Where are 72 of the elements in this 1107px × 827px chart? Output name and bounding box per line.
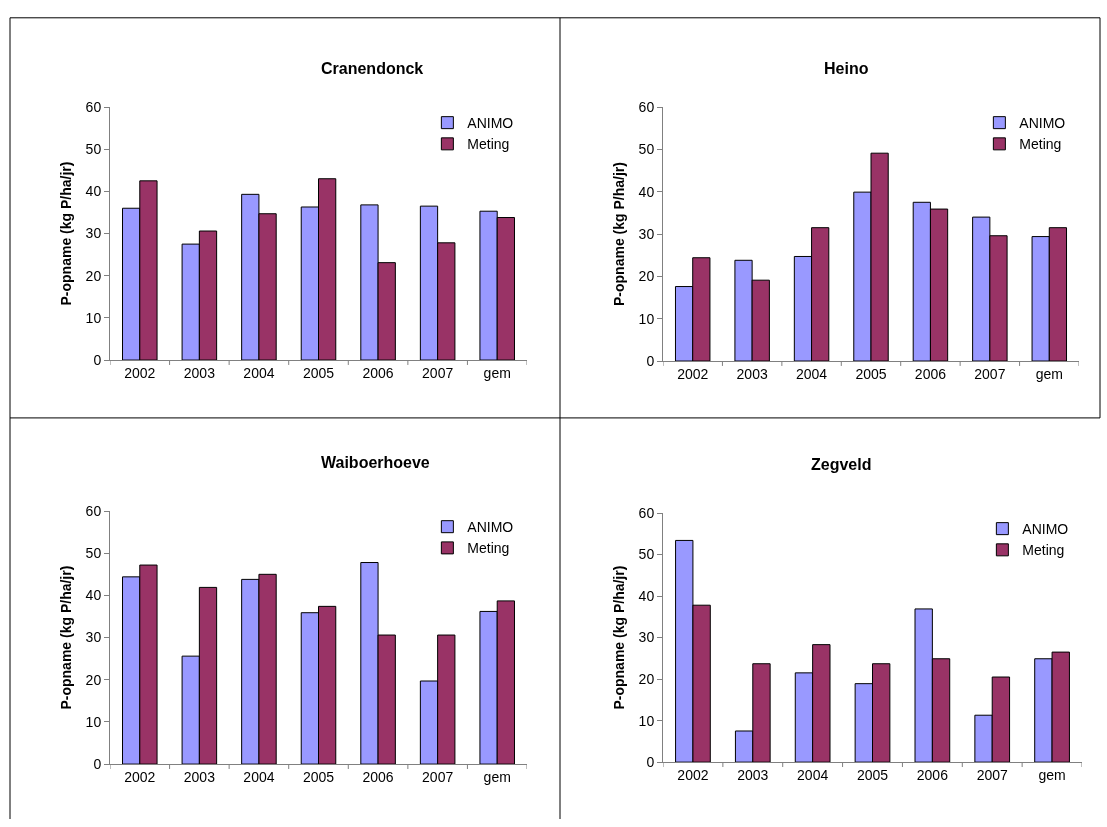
x-tick-label: 2006 — [362, 364, 394, 381]
y-axis-title: P-opname (kg P/ha/jr) — [58, 161, 75, 306]
x-tick-label: 2004 — [795, 365, 828, 382]
chart-title: Zegveld — [811, 456, 872, 473]
x-tick-label: 2003 — [183, 768, 216, 785]
x-tick-label: 2003 — [736, 365, 768, 382]
legend-label: ANIMO — [467, 519, 514, 536]
y-tick-label: 30 — [638, 225, 655, 242]
y-tick-label: 40 — [85, 587, 102, 604]
x-tick-label: gem — [1038, 766, 1066, 783]
x-tick-label: gem — [1035, 365, 1063, 382]
x-tick-label: 2007 — [422, 768, 454, 785]
x-tick-label: gem — [483, 364, 511, 381]
x-tick-label: 2007 — [976, 766, 1008, 783]
x-tick-label: 2005 — [302, 364, 335, 381]
chart-title: Waiboerhoeve — [321, 454, 430, 471]
x-tick-label: gem — [483, 768, 511, 785]
chart-title: Cranendonck — [321, 60, 424, 77]
y-tick-label: 20 — [85, 267, 102, 284]
y-tick-label: 60 — [85, 502, 102, 519]
y-tick-label: 50 — [85, 545, 102, 562]
y-tick-label: 30 — [85, 629, 102, 646]
x-tick-label: 2006 — [916, 766, 949, 783]
x-tick-label: 2005 — [302, 768, 335, 785]
x-tick-label: 2007 — [974, 365, 1006, 382]
y-tick-label: 60 — [638, 98, 655, 115]
y-tick-label: 30 — [638, 629, 655, 646]
chart-title: Heino — [824, 60, 869, 77]
y-tick-label: 40 — [85, 183, 102, 200]
legend-label: ANIMO — [1022, 521, 1069, 538]
y-tick-label: 30 — [85, 225, 102, 242]
x-tick-label: 2003 — [737, 766, 769, 783]
legend-label: Meting — [467, 540, 510, 557]
legend-label: ANIMO — [1019, 115, 1066, 132]
x-tick-label: 2007 — [422, 364, 454, 381]
y-tick-label: 40 — [638, 587, 655, 604]
x-tick-label: 2005 — [856, 766, 889, 783]
x-tick-label: 2002 — [677, 766, 709, 783]
y-tick-label: 10 — [638, 310, 655, 327]
y-tick-label: 20 — [85, 671, 102, 688]
y-tick-label: 20 — [638, 268, 655, 285]
y-tick-label: 10 — [638, 712, 655, 729]
legend-label: Meting — [1022, 542, 1065, 559]
y-tick-label: 0 — [93, 755, 102, 772]
y-axis-title: P-opname (kg P/ha/jr) — [611, 565, 628, 710]
y-tick-label: 20 — [638, 671, 655, 687]
y-tick-label: 10 — [85, 713, 102, 730]
y-tick-label: 60 — [638, 504, 655, 521]
y-tick-label: 40 — [638, 183, 655, 200]
y-axis-title: P-opname (kg P/ha/jr) — [611, 162, 628, 306]
x-tick-label: 2002 — [124, 364, 156, 381]
y-tick-label: 0 — [93, 351, 102, 368]
y-tick-label: 60 — [85, 98, 102, 115]
x-tick-label: 2005 — [855, 365, 887, 382]
x-tick-label: 2004 — [243, 364, 275, 381]
y-tick-label: 10 — [85, 309, 102, 326]
legend-label: Meting — [467, 136, 510, 153]
x-tick-label: 2002 — [124, 768, 156, 785]
x-tick-label: 2004 — [243, 768, 275, 785]
y-tick-label: 50 — [638, 546, 655, 563]
x-tick-label: 2006 — [914, 365, 947, 382]
x-tick-label: 2004 — [797, 766, 829, 783]
legend-label: Meting — [1019, 136, 1062, 153]
y-tick-label: 0 — [646, 754, 655, 771]
y-tick-label: 0 — [646, 352, 655, 369]
legend-label: ANIMO — [467, 115, 514, 132]
y-axis-title: P-opname (kg P/ha/jr) — [58, 565, 75, 710]
x-tick-label: 2006 — [362, 768, 394, 785]
x-tick-label: 2002 — [677, 365, 709, 382]
y-tick-label: 50 — [638, 141, 655, 158]
x-tick-label: 2003 — [183, 364, 216, 381]
y-tick-label: 50 — [85, 141, 102, 158]
